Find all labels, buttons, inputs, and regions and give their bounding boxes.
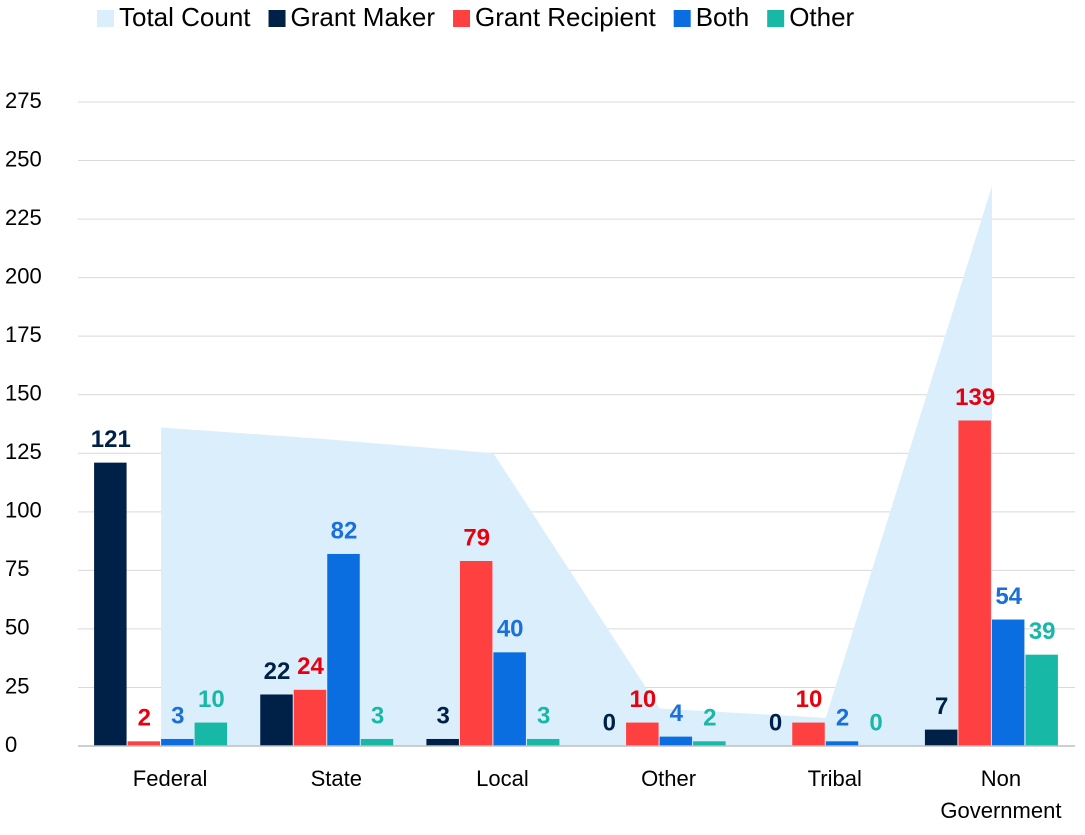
data-label: 54 — [995, 583, 1022, 610]
data-label: 79 — [463, 524, 490, 551]
y-tick-label: 100 — [5, 498, 42, 523]
data-label: 24 — [297, 653, 324, 680]
y-tick-label: 250 — [5, 146, 42, 171]
bar — [526, 738, 560, 746]
x-tick-label: Other — [641, 766, 696, 791]
bar — [991, 619, 1025, 746]
legend-label: Total Count — [119, 2, 251, 32]
bar — [493, 652, 526, 746]
bar — [94, 462, 127, 746]
legend-label: Grant Recipient — [475, 2, 656, 32]
data-label: 39 — [1029, 618, 1056, 645]
x-tick-label: Local — [476, 766, 529, 791]
area — [161, 186, 992, 747]
data-label: 0 — [603, 709, 616, 736]
x-tick-label: Federal — [133, 766, 208, 791]
data-label: 3 — [537, 702, 550, 729]
data-label: 3 — [371, 702, 384, 729]
y-tick-label: 25 — [5, 673, 29, 698]
data-label: 22 — [264, 658, 291, 685]
bar — [327, 553, 360, 746]
y-tick-label: 0 — [5, 732, 17, 757]
x-tick-label: Tribal — [808, 766, 862, 791]
y-tick-label: 125 — [5, 439, 42, 464]
data-label: 10 — [629, 686, 656, 713]
bar — [161, 738, 194, 746]
bar — [792, 722, 825, 746]
bar — [693, 741, 726, 746]
data-label: 2 — [138, 705, 151, 732]
bar — [825, 741, 859, 746]
legend-swatch — [97, 10, 114, 27]
legend-swatch — [673, 10, 691, 27]
y-tick-label: 150 — [5, 381, 42, 406]
data-label: 82 — [331, 517, 358, 544]
data-label: 121 — [91, 426, 131, 453]
bar — [626, 722, 659, 746]
bar — [260, 694, 293, 746]
bar — [958, 420, 991, 746]
legend-label: Other — [789, 2, 854, 32]
x-tick-label: Non Government — [940, 766, 1061, 823]
data-label: 7 — [935, 693, 948, 720]
bar — [293, 689, 327, 746]
data-label: 4 — [670, 700, 684, 727]
y-tick-label: 275 — [5, 88, 42, 113]
data-label: 2 — [703, 705, 716, 732]
data-label: 3 — [171, 702, 184, 729]
data-label: 139 — [955, 384, 995, 411]
data-label: 3 — [436, 702, 449, 729]
data-label: 40 — [497, 616, 524, 643]
bar — [659, 736, 693, 746]
legend-label: Both — [696, 2, 750, 32]
bar — [1025, 654, 1058, 746]
bar — [127, 741, 161, 746]
legend-swatch — [453, 10, 471, 27]
data-label: 10 — [198, 686, 225, 713]
y-tick-label: 75 — [5, 556, 29, 581]
data-label: 0 — [869, 709, 882, 736]
bar — [426, 738, 459, 746]
bar — [459, 560, 493, 746]
data-label: 0 — [769, 709, 782, 736]
y-tick-label: 225 — [5, 205, 42, 230]
bar — [194, 722, 228, 746]
data-label: 10 — [796, 686, 823, 713]
y-tick-label: 200 — [5, 263, 42, 288]
data-label: 2 — [836, 705, 849, 732]
bar — [360, 738, 394, 746]
legend-swatch — [268, 10, 286, 27]
bar — [924, 729, 958, 746]
y-tick-label: 50 — [5, 615, 29, 640]
legend-label: Grant Maker — [291, 2, 436, 32]
x-tick-label: State — [311, 766, 362, 791]
y-tick-label: 175 — [5, 322, 42, 347]
legend-swatch — [767, 10, 785, 27]
